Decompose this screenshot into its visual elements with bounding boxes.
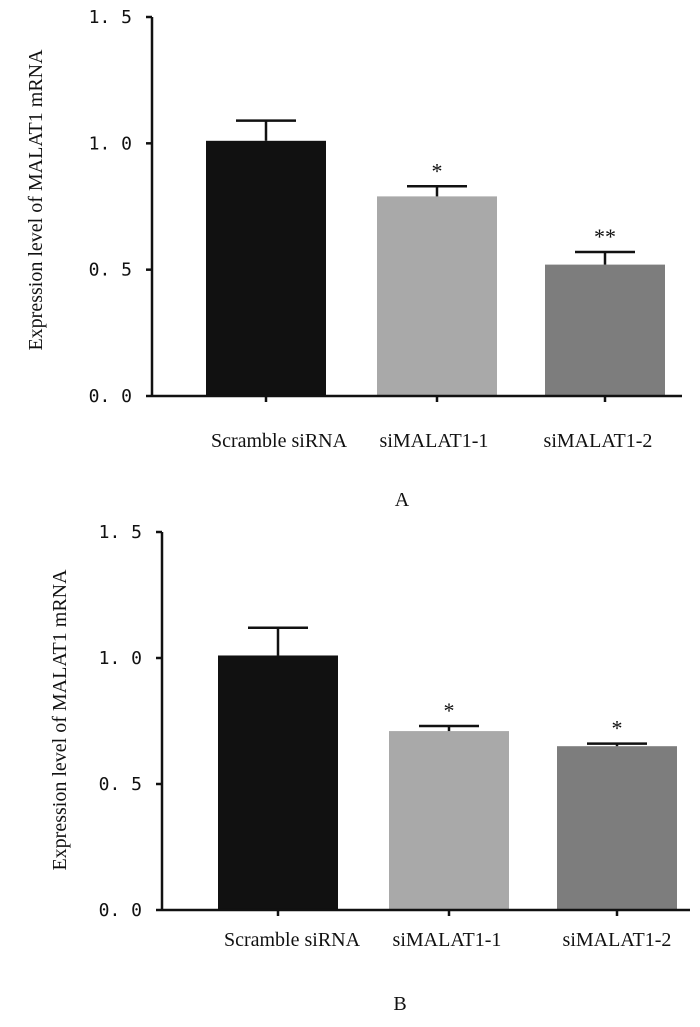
y-tick-label: 1. 5 [89,7,132,28]
category-label: siMALAT1-1 [393,929,502,951]
bar-simalat1-1 [377,196,497,396]
y-axis-title: Expression level of MALAT1 mRNA [25,49,47,351]
category-label: siMALAT1-1 [380,430,489,452]
y-tick-label: 1. 0 [89,133,132,154]
y-tick-label: 1. 5 [99,522,142,543]
significance-mark: ** [594,224,616,249]
bar-simalat1-1 [389,731,509,910]
bar-scramble-sirna [218,655,338,910]
chart-panel-b: * * 0. 0 0. 5 1. 0 1. 5 Scramble siRNA siMALAT1… [49,522,690,1015]
bar-simalat1-2 [545,264,665,396]
y-tick-label: 0. 0 [89,386,132,407]
significance-mark: * [432,158,443,183]
y-axis-title: Expression level of MALAT1 mRNA [49,569,71,871]
category-label: siMALAT1-2 [544,430,653,452]
bar-simalat1-2 [557,746,677,910]
significance-mark: * [444,698,455,723]
category-label: Scramble siRNA [211,430,348,452]
y-tick-label: 0. 5 [89,260,132,281]
category-label: Scramble siRNA [224,929,361,951]
panel-label: B [393,993,406,1015]
category-label: siMALAT1-2 [563,929,672,951]
significance-mark: * [612,716,623,741]
y-tick-label: 0. 5 [99,774,142,795]
y-tick-label: 0. 0 [99,900,142,921]
bar-scramble-sirna [206,140,326,396]
y-tick-label: 1. 0 [99,648,142,669]
panel-label: A [395,489,410,511]
